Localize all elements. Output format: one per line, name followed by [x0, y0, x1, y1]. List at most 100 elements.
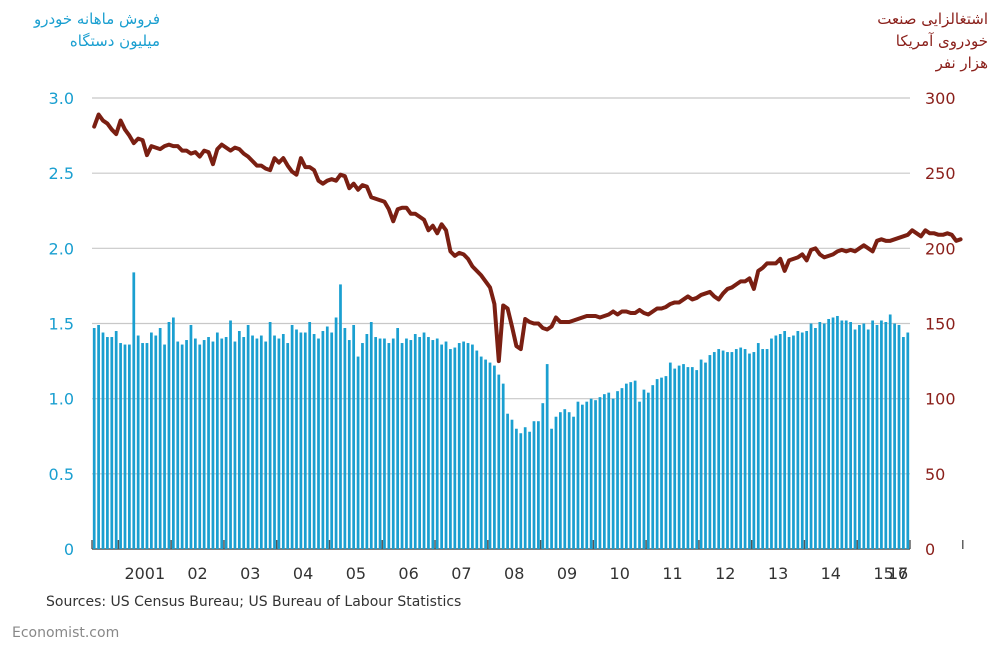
bar	[677, 365, 681, 549]
right-tick-label: 100	[925, 390, 956, 409]
bar	[695, 370, 699, 549]
bar	[796, 331, 800, 549]
bar	[550, 428, 553, 549]
bar	[893, 323, 896, 549]
bar	[616, 391, 619, 549]
bar	[787, 337, 791, 549]
bar	[510, 419, 514, 549]
bar	[822, 323, 826, 549]
bar	[101, 332, 105, 549]
right-tick-label: 200	[925, 239, 956, 258]
x-tick-label: 06	[398, 564, 418, 583]
bar	[897, 325, 901, 549]
bar	[418, 337, 422, 549]
bar	[396, 328, 400, 549]
bar	[110, 337, 114, 549]
x-tick-label: 16	[888, 564, 908, 583]
left-axis-title: فروش ماهانه خودرو میلیون دستگاه	[12, 8, 160, 52]
bar	[682, 364, 685, 549]
bar	[559, 412, 562, 549]
bar	[501, 383, 505, 549]
left-tick-label: 1.5	[49, 315, 74, 334]
bar	[141, 343, 144, 549]
bar	[690, 367, 694, 549]
bar	[871, 320, 874, 549]
bar	[321, 331, 325, 549]
bar	[97, 325, 100, 549]
bar	[756, 343, 760, 549]
x-tick-label: 17	[888, 564, 908, 583]
bar	[150, 332, 153, 549]
bar	[624, 383, 628, 549]
bar	[836, 315, 839, 549]
bar	[330, 332, 334, 549]
bar	[106, 337, 109, 549]
x-tick-label: 05	[346, 564, 366, 583]
bar	[585, 401, 589, 549]
bar	[594, 400, 597, 549]
bar	[541, 403, 545, 549]
bar	[515, 428, 518, 549]
bar	[805, 331, 809, 549]
bar	[145, 343, 149, 549]
bar	[405, 338, 408, 549]
bar	[220, 338, 224, 549]
bar	[651, 385, 655, 549]
bar	[457, 343, 461, 549]
bar	[721, 350, 725, 549]
bar	[277, 338, 281, 549]
bar	[193, 338, 197, 549]
bar	[620, 388, 624, 549]
bar	[563, 409, 567, 549]
bar	[189, 325, 193, 549]
bar	[774, 335, 778, 549]
bar	[119, 343, 122, 549]
right-tick-label: 250	[925, 164, 956, 183]
x-tick-label: 07	[451, 564, 471, 583]
bar	[400, 343, 404, 549]
bar	[136, 335, 140, 549]
bar	[286, 343, 290, 549]
bar	[589, 398, 593, 549]
left-tick-label: 3.0	[49, 89, 74, 108]
bar	[831, 317, 835, 549]
x-tick-label: 2001	[124, 564, 165, 583]
bar	[646, 392, 650, 549]
bar	[783, 331, 787, 549]
bar	[233, 341, 237, 549]
bar	[352, 325, 356, 549]
bar	[268, 322, 272, 549]
bar	[827, 318, 831, 549]
right-tick-label: 300	[925, 89, 956, 108]
bar	[128, 344, 131, 549]
bar	[660, 377, 663, 549]
bar	[479, 356, 483, 549]
bar	[378, 338, 382, 549]
bar	[809, 323, 813, 549]
right-axis-title-line-2: خودروی آمریکا	[895, 32, 988, 50]
bar	[391, 338, 395, 549]
bar	[581, 404, 584, 549]
bar	[207, 337, 210, 549]
bar	[576, 401, 580, 549]
bar	[387, 343, 391, 549]
bar	[237, 331, 241, 549]
bar	[686, 367, 690, 549]
bar	[673, 368, 677, 549]
bar	[356, 356, 360, 549]
bar	[493, 365, 496, 549]
bar	[523, 427, 527, 549]
bar	[409, 340, 413, 549]
x-tick-label: 09	[557, 564, 577, 583]
bar	[488, 362, 492, 549]
left-tick-label: 1.0	[49, 390, 74, 409]
bar	[655, 379, 659, 549]
x-tick-label: 14	[821, 564, 841, 583]
bar	[726, 352, 729, 549]
right-tick-label: 150	[925, 315, 956, 334]
bar	[849, 322, 852, 549]
bar	[215, 332, 219, 549]
bar	[902, 337, 905, 549]
bar	[229, 320, 232, 549]
bar	[708, 355, 712, 549]
